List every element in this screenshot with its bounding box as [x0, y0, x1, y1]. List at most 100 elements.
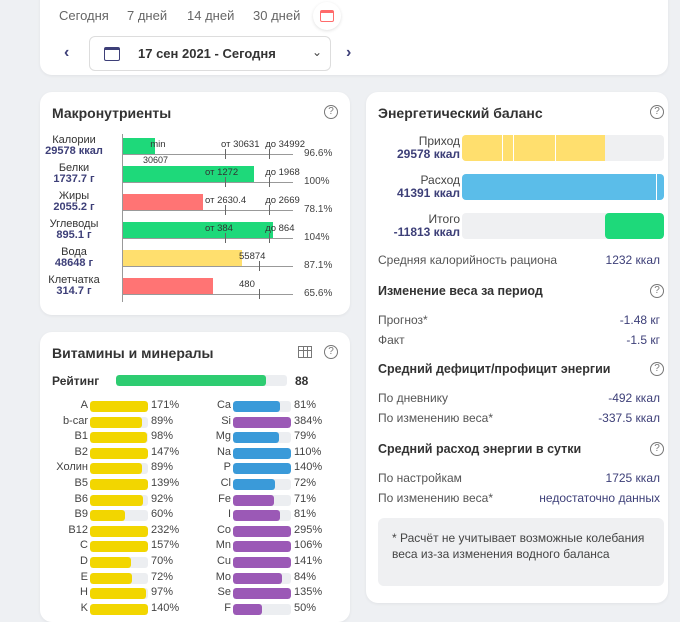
nutrient-bar [90, 463, 148, 475]
nutrient-bar [233, 494, 291, 506]
nutrient-percent: 171% [151, 399, 180, 411]
nutrient-row: D 70% [40, 555, 190, 569]
date-range-select[interactable]: 17 сен 2021 - Сегодня ⌄ [89, 36, 331, 71]
nutrient-row: H 97% [40, 586, 190, 600]
nutrient-name: E [80, 570, 88, 583]
macro-min-value: 30607 [143, 155, 169, 165]
total-label: Итого -11813 ккал [393, 212, 460, 239]
macro-name: Калории 29578 ккал [45, 134, 103, 157]
help-icon[interactable]: ? [650, 362, 664, 376]
help-icon[interactable]: ? [324, 105, 338, 119]
macro-row: Белки 1737.7 г от 1272 до 1968 100% [40, 163, 350, 191]
help-icon[interactable]: ? [650, 442, 664, 456]
macro-row: Жиры 2055.2 г от 2630.4 до 2669 78.1% [40, 191, 350, 219]
vitamins-title: Витамины и минералы [52, 345, 214, 361]
rating-label: Рейтинг [52, 374, 100, 388]
period-7-days[interactable]: 7 дней [127, 8, 168, 23]
table-icon[interactable] [298, 346, 312, 358]
nutrient-bar [90, 572, 148, 584]
nutrient-row: Mn 106% [183, 539, 333, 553]
period-today[interactable]: Сегодня [59, 8, 109, 23]
next-period-button[interactable]: › [346, 44, 352, 61]
avg-calories-row: Средняя калорийность рациона 1232 ккал [378, 253, 660, 267]
nutrient-percent: 71% [294, 492, 317, 505]
macro-range-label: от 1272 [205, 167, 239, 178]
nutrient-row: Na 110% [183, 446, 333, 460]
macro-bar [123, 138, 156, 154]
nutrient-row: B1 98% [40, 430, 190, 444]
macro-range-label: min [150, 139, 166, 150]
nutrient-name: Mg [215, 430, 231, 443]
weight-change-title: Изменение веса за период [378, 284, 543, 298]
nutrient-bar [90, 603, 148, 615]
nutrient-percent: 147% [151, 445, 180, 458]
nutrient-percent: 72% [294, 477, 317, 489]
note-box: * Расчёт не учитывает возможные колебани… [378, 518, 664, 586]
income-label: Приход 29578 ккал [396, 134, 460, 161]
nutrient-name: B6 [74, 492, 88, 505]
nutrient-percent: 60% [151, 508, 174, 521]
macro-row: Углеводы 895.1 г от 384 до 864 104% [40, 219, 350, 247]
nutrient-bar [90, 447, 148, 459]
nutrient-bar [233, 510, 291, 522]
period-30-days[interactable]: 30 дней [253, 8, 301, 23]
help-icon[interactable]: ? [650, 284, 664, 298]
macro-percent: 100% [304, 176, 330, 187]
nutrient-name: Ca [216, 399, 231, 411]
nutrient-name: A [80, 399, 88, 411]
by-diary-row: По дневнику -492 ккал [378, 391, 660, 405]
nutrient-row: B2 147% [40, 446, 190, 460]
macro-scale [123, 238, 293, 239]
macro-scale [123, 210, 293, 211]
period-card: Сегодня 7 дней 14 дней 30 дней ‹ 17 сен … [40, 0, 668, 75]
macro-name: Вода 48648 г [54, 246, 94, 269]
nutrient-row: B9 60% [40, 508, 190, 522]
macro-range-label: до 34992 [265, 139, 306, 150]
calendar-icon[interactable] [313, 2, 341, 30]
nutrient-bar [90, 479, 148, 490]
macronutrients-card: Макронутриенты ? Калории 29578 ккал min от… [40, 92, 350, 315]
help-icon[interactable]: ? [650, 105, 664, 119]
macro-bar [123, 278, 214, 294]
nutrient-name: B1 [74, 430, 88, 443]
rating-value: 88 [295, 374, 309, 388]
nutrient-bar [90, 588, 148, 600]
nutrient-percent: 141% [294, 555, 323, 567]
calendar-icon [104, 47, 120, 61]
nutrient-percent: 295% [294, 523, 323, 536]
nutrient-percent: 81% [294, 399, 317, 411]
nutrient-name: Na [216, 445, 231, 458]
nutrient-bar [90, 557, 148, 568]
macro-tick [259, 261, 260, 271]
macro-tick [225, 205, 226, 215]
macro-range-label: до 1968 [265, 167, 300, 178]
nutrient-row: Fe 71% [183, 493, 333, 507]
nutrient-name: Cl [220, 477, 231, 489]
total-bar [462, 213, 664, 239]
nutrient-bar [233, 416, 291, 428]
by-weight-daily-row: По изменению веса* недостаточно данных [378, 491, 660, 505]
macro-name: Углеводы 895.1 г [49, 218, 99, 241]
nutrient-row: Холин 89% [40, 461, 190, 475]
help-icon[interactable]: ? [324, 345, 338, 359]
nutrient-row: Si 384% [183, 415, 333, 429]
period-14-days[interactable]: 14 дней [187, 8, 235, 23]
macro-range-label: от 30631 [221, 139, 260, 150]
macro-tick [269, 205, 271, 215]
nutrient-bar [90, 416, 148, 428]
macro-name: Белки 1737.7 г [53, 162, 95, 185]
nutrient-percent: 79% [294, 430, 317, 443]
macro-range-label: 480 [239, 279, 255, 290]
prev-period-button[interactable]: ‹ [64, 44, 70, 61]
macro-bar [123, 222, 273, 238]
nutrient-row: Mg 79% [183, 430, 333, 444]
nutrient-bar [233, 525, 291, 537]
nutrient-row: P 140% [183, 461, 333, 475]
expense-label: Расход 41391 ккал [396, 173, 460, 200]
nutrient-name: Mn [215, 539, 231, 552]
nutrient-row: Mo 84% [183, 571, 333, 585]
nutrient-bar [90, 494, 148, 506]
macro-name: Клетчатка 314.7 г [48, 274, 100, 297]
nutrient-bar [233, 447, 291, 459]
nutrient-percent: 232% [151, 523, 180, 536]
